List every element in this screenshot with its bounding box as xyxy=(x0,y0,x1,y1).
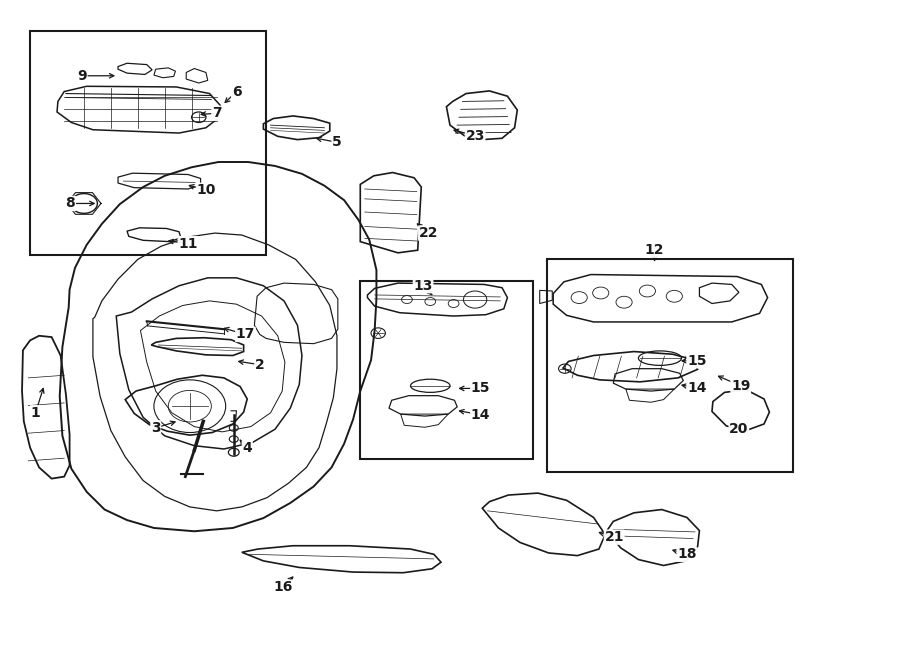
Text: 23: 23 xyxy=(465,129,485,143)
Bar xyxy=(30,31,266,254)
Text: 13: 13 xyxy=(413,279,433,293)
Text: 21: 21 xyxy=(605,530,624,544)
Text: 16: 16 xyxy=(274,580,292,594)
Text: 14: 14 xyxy=(471,408,491,422)
Text: 6: 6 xyxy=(231,85,241,98)
Text: 5: 5 xyxy=(332,136,342,149)
Text: 12: 12 xyxy=(644,243,664,257)
Text: 22: 22 xyxy=(418,226,438,240)
Text: 4: 4 xyxy=(242,441,252,455)
Text: 20: 20 xyxy=(729,422,749,436)
Text: 8: 8 xyxy=(66,196,76,210)
Text: 15: 15 xyxy=(471,381,491,395)
Text: 7: 7 xyxy=(212,106,221,120)
Text: 18: 18 xyxy=(677,547,697,561)
Text: 2: 2 xyxy=(255,358,265,371)
Text: 19: 19 xyxy=(731,379,751,393)
Bar xyxy=(360,281,533,459)
Text: 11: 11 xyxy=(178,237,198,251)
Text: 14: 14 xyxy=(687,381,707,395)
Bar xyxy=(547,259,793,472)
Text: 1: 1 xyxy=(31,406,40,420)
Text: 10: 10 xyxy=(196,183,216,197)
Text: 15: 15 xyxy=(687,354,707,368)
Text: 3: 3 xyxy=(151,421,160,435)
Text: 9: 9 xyxy=(77,69,87,83)
Text: 17: 17 xyxy=(236,327,255,342)
